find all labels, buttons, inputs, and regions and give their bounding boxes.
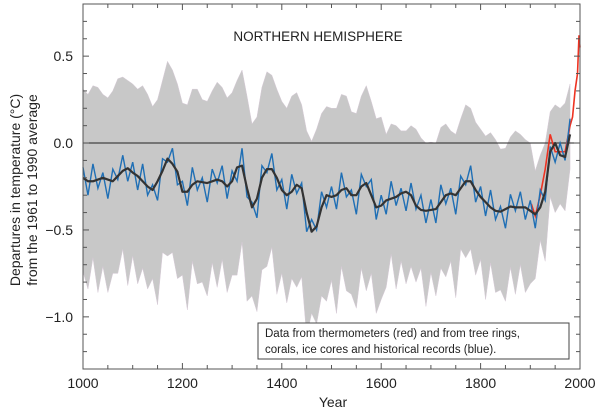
annotation-box: Data from thermometers (red) and from tr… xyxy=(257,322,570,360)
smoothed-series xyxy=(82,134,572,233)
y-tick-label: 0.5 xyxy=(54,48,74,64)
x-tick-label: 1800 xyxy=(465,375,496,391)
annotation-line2: corals, ice cores and historical records… xyxy=(265,344,496,356)
chart-title: NORTHERN HEMISPHERE xyxy=(233,29,402,44)
annotation-line1: Data from thermometers (red) and from tr… xyxy=(265,328,520,340)
x-tick-label: 1400 xyxy=(266,375,297,391)
x-tick-label: 1200 xyxy=(167,375,198,391)
uncertainty-band xyxy=(82,60,571,337)
y-tick-label: −1.0 xyxy=(45,309,73,325)
annotation-border xyxy=(257,322,570,360)
y-axis-label-line2: from the 1961 to 1990 average xyxy=(24,94,40,286)
x-tick-label: 1000 xyxy=(67,375,98,391)
proxy-series-blue xyxy=(82,118,571,233)
y-axis-label-line1: Departures in temperature (°C) xyxy=(7,94,23,286)
series xyxy=(82,35,581,233)
axis-ticks: 1000 1200 1400 1600 1800 2000 0.5 0.0 −0.5 −1.0 xyxy=(45,3,596,391)
y-tick-label: −0.5 xyxy=(45,222,73,238)
x-tick-label: 2000 xyxy=(564,375,595,391)
uncertainty-range xyxy=(82,60,571,337)
x-tick-label: 1600 xyxy=(366,375,397,391)
y-tick-label: 0.0 xyxy=(54,135,74,151)
x-axis-label: Year xyxy=(319,394,348,410)
